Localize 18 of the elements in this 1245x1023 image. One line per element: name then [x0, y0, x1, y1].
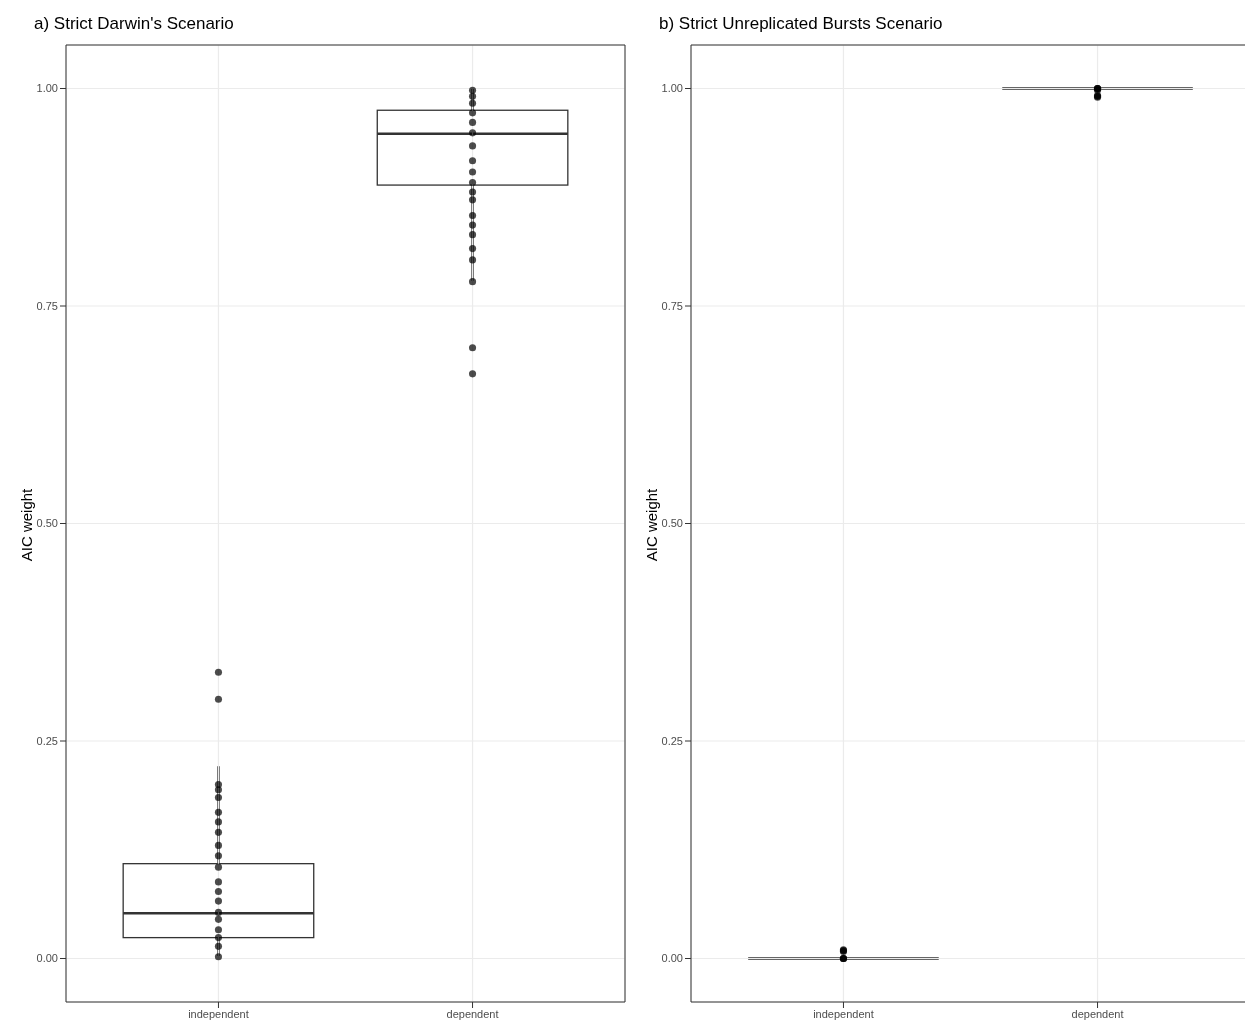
y-tick-label: 0.25: [36, 734, 58, 747]
y-tick-label: 0.00: [36, 952, 58, 965]
y-tick-label: 0.00: [661, 952, 683, 965]
x-tick-label: independent: [188, 1007, 249, 1020]
x-tick-label: dependent: [1071, 1007, 1124, 1020]
y-tick-label: 0.50: [661, 517, 683, 530]
x-tick-label: independent: [813, 1007, 874, 1020]
x-tick-label: dependent: [446, 1007, 499, 1020]
y-tick-label: 0.25: [661, 734, 683, 747]
y-axis-title: AIC weight: [17, 488, 35, 562]
chart-title: a) Strict Darwin's Scenario: [34, 14, 234, 34]
y-tick-label: 1.00: [36, 82, 58, 95]
chart-title: b) Strict Unreplicated Bursts Scenario: [659, 14, 943, 34]
y-axis-title: AIC weight: [642, 488, 660, 562]
y-tick-label: 0.50: [36, 517, 58, 530]
y-tick-label: 0.75: [661, 299, 683, 312]
y-tick-label: 1.00: [661, 82, 683, 95]
y-tick-label: 0.75: [36, 299, 58, 312]
